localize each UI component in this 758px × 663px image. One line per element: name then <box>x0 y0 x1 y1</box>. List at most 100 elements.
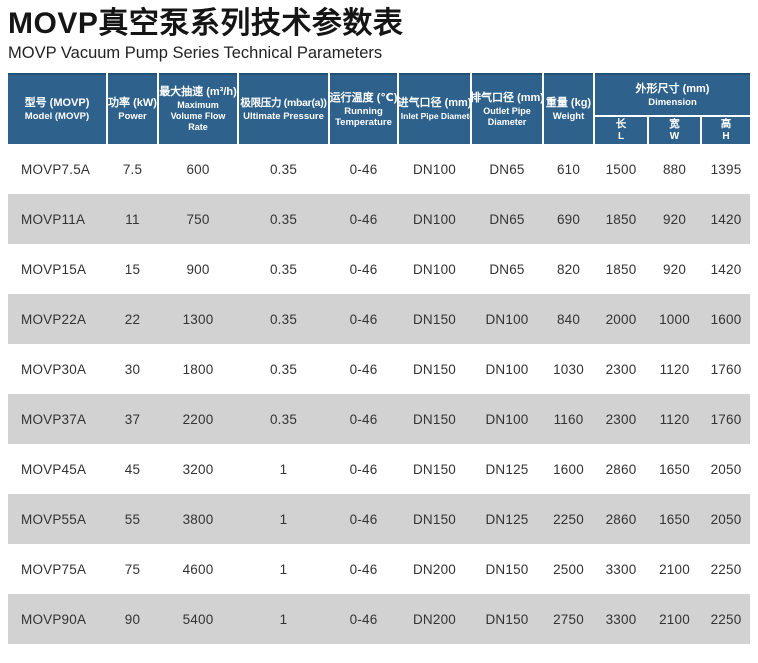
value-cell: 1420 <box>710 261 742 277</box>
value-cell: 3300 <box>605 611 637 627</box>
value-cell: 1 <box>279 611 288 627</box>
model-cell: MOVP7.5A <box>21 161 91 177</box>
value-cell: 15 <box>124 261 141 277</box>
value-cell: DN150 <box>412 361 457 377</box>
column-header-power-en: Power <box>118 111 147 122</box>
value-cell: 750 <box>186 211 210 227</box>
page-subtitle: MOVP Vacuum Pump Series Technical Parame… <box>8 44 383 62</box>
value-cell: 0.35 <box>269 261 298 277</box>
value-cell: DN65 <box>489 211 525 227</box>
table-row: MOVP90A 90 5400 1 0-46 DN200 DN150 2750 3300 2100… <box>8 594 750 644</box>
value-cell: 0-46 <box>349 511 378 527</box>
column-header-inlet-diameter-en: Inlet Pipe Diameter <box>400 111 478 121</box>
table-row: MOVP30A 30 1800 0.35 0-46 DN150 DN100 1030 2300 1… <box>8 344 750 394</box>
column-header-height-zh: 高 <box>720 118 732 130</box>
value-cell: 1160 <box>553 411 584 427</box>
value-cell: 1650 <box>659 461 690 477</box>
table-row: MOVP75A 75 4600 1 0-46 DN200 DN150 2500 3300 2100… <box>8 544 750 594</box>
column-header-inlet-diameter-zh: 进气口径 (mm) <box>397 97 472 109</box>
technical-parameters-table: 型号 (MOVP) Model (MOVP) 功率 (kW) Power 最大抽… <box>8 73 750 644</box>
value-cell: DN100 <box>412 211 457 227</box>
value-cell: 2860 <box>605 511 637 527</box>
value-cell: 2750 <box>553 611 584 627</box>
value-cell: 30 <box>124 361 141 377</box>
model-cell: MOVP22A <box>21 311 87 327</box>
column-header-outlet-diameter-en: Outlet Pipe Diameter <box>483 105 531 127</box>
model-cell: MOVP90A <box>21 611 87 627</box>
value-cell: DN100 <box>485 361 529 377</box>
table-row: MOVP15A 15 900 0.35 0-46 DN100 DN65 820 1850 920 1… <box>8 244 750 294</box>
value-cell: 1 <box>279 511 288 527</box>
value-cell: 3300 <box>605 561 637 577</box>
column-header-width-zh: 宽 <box>669 118 680 130</box>
value-cell: 1395 <box>710 161 742 177</box>
value-cell: 0-46 <box>349 161 378 177</box>
value-cell: 1300 <box>182 311 214 327</box>
table-row: MOVP22A 22 1300 0.35 0-46 DN150 DN100 840 2000 10… <box>8 294 750 344</box>
column-header-dimension-en: Dimension <box>648 96 697 108</box>
value-cell: 3200 <box>182 461 214 477</box>
value-cell: DN100 <box>485 311 529 327</box>
value-cell: 0.35 <box>269 211 298 227</box>
value-cell: DN125 <box>485 461 529 477</box>
value-cell: DN65 <box>489 161 525 177</box>
value-cell: 1120 <box>659 361 690 377</box>
model-cell: MOVP45A <box>21 461 87 477</box>
value-cell: 1760 <box>710 361 742 377</box>
value-cell: 1650 <box>659 511 690 527</box>
value-cell: DN150 <box>412 511 457 527</box>
value-cell: DN150 <box>412 311 457 327</box>
model-cell: MOVP75A <box>21 561 87 577</box>
column-header-inlet-diameter: 进气口径 (mm) Inlet Pipe Diameter <box>397 73 478 144</box>
value-cell: 600 <box>186 161 210 177</box>
value-cell: 2100 <box>659 561 690 577</box>
value-cell: 11 <box>125 211 140 227</box>
value-cell: 1600 <box>553 461 584 477</box>
value-cell: 0-46 <box>349 561 378 577</box>
column-header-length-en: L <box>617 131 625 142</box>
value-cell: 2250 <box>553 511 584 527</box>
value-cell: DN150 <box>412 411 457 427</box>
column-header-weight: 重量 (kg) Weight <box>544 73 593 144</box>
value-cell: 820 <box>556 261 581 277</box>
value-cell: 900 <box>186 261 210 277</box>
table-row: MOVP45A 45 3200 1 0-46 DN150 DN125 1600 2860 1650… <box>8 444 750 494</box>
value-cell: 1000 <box>659 311 690 327</box>
value-cell: 1030 <box>553 361 584 377</box>
column-header-dimension: 外形尺寸 (mm) Dimension <box>595 73 750 115</box>
value-cell: 0.35 <box>269 311 298 327</box>
column-header-length: 长 L <box>595 117 647 144</box>
value-cell: 55 <box>124 511 141 527</box>
value-cell: 920 <box>662 261 687 277</box>
value-cell: DN100 <box>485 411 529 427</box>
value-cell: 2300 <box>605 361 637 377</box>
column-header-model-zh: 型号 (MOVP) <box>24 97 90 109</box>
column-header-dimension-zh: 外形尺寸 (mm) <box>635 82 710 95</box>
column-header-weight-en: Weight <box>552 111 585 122</box>
value-cell: DN200 <box>412 611 457 627</box>
column-header-max-flow: 最大抽速 (m³/h) Maximum Volume Flow Rate <box>159 73 237 144</box>
value-cell: 0-46 <box>349 211 378 227</box>
column-header-running-temperature: 运行温度 (℃) Running Temperature <box>330 73 397 144</box>
column-header-running-temperature-zh: 运行温度 (℃) <box>329 91 398 104</box>
value-cell: 610 <box>556 161 581 177</box>
value-cell: 2050 <box>710 511 742 527</box>
value-cell: 1 <box>279 561 288 577</box>
value-cell: 5400 <box>182 611 214 627</box>
value-cell: 0-46 <box>349 611 378 627</box>
model-cell: MOVP30A <box>21 361 87 377</box>
value-cell: 2250 <box>710 561 742 577</box>
value-cell: 0-46 <box>349 311 378 327</box>
table-row: MOVP55A 55 3800 1 0-46 DN150 DN125 2250 2860 1650… <box>8 494 750 544</box>
model-cell: MOVP15A <box>21 261 87 277</box>
value-cell: 880 <box>662 161 687 177</box>
table-row: MOVP11A 11 750 0.35 0-46 DN100 DN65 690 1850 920 1… <box>8 194 750 244</box>
value-cell: DN150 <box>485 561 529 577</box>
column-header-outlet-diameter: 排气口径 (mm) Outlet Pipe Diameter <box>470 73 544 144</box>
column-header-outlet-diameter-zh: 排气口径 (mm) <box>470 91 544 104</box>
column-header-height-en: H <box>722 131 730 142</box>
value-cell: 0.35 <box>269 361 298 377</box>
value-cell: 2300 <box>605 411 637 427</box>
table-body: MOVP7.5A 7.5 600 0.35 0-46 DN100 DN65 610 1500 88… <box>8 144 750 644</box>
value-cell: 4600 <box>182 561 214 577</box>
